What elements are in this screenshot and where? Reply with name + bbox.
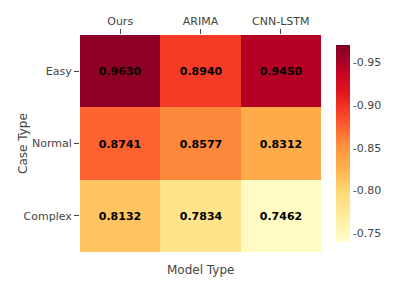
svg-text:0.8132: 0.8132 bbox=[99, 210, 141, 223]
svg-text:-0.95: -0.95 bbox=[353, 56, 381, 69]
svg-text:CNN-LSTM: CNN-LSTM bbox=[252, 15, 309, 28]
svg-text:Complex: Complex bbox=[24, 210, 73, 223]
svg-text:0.7462: 0.7462 bbox=[260, 210, 302, 223]
svg-text:-0.75: -0.75 bbox=[353, 227, 381, 240]
svg-text:-0.90: -0.90 bbox=[353, 99, 381, 112]
svg-text:0.9450: 0.9450 bbox=[260, 65, 303, 78]
svg-text:-0.85: -0.85 bbox=[353, 142, 381, 155]
svg-text:0.8741: 0.8741 bbox=[99, 138, 141, 151]
svg-text:0.9630: 0.9630 bbox=[99, 65, 142, 78]
svg-text:ARIMA: ARIMA bbox=[183, 15, 219, 28]
svg-text:Case Type: Case Type bbox=[16, 113, 30, 174]
svg-text:0.7834: 0.7834 bbox=[180, 210, 223, 223]
svg-text:Normal: Normal bbox=[32, 137, 72, 150]
svg-text:0.8577: 0.8577 bbox=[180, 138, 222, 151]
svg-text:0.8940: 0.8940 bbox=[180, 65, 223, 78]
svg-text:Easy: Easy bbox=[46, 65, 72, 78]
svg-text:Model Type: Model Type bbox=[167, 263, 234, 277]
svg-text:Ours: Ours bbox=[107, 15, 133, 28]
svg-text:0.8312: 0.8312 bbox=[260, 138, 302, 151]
svg-text:-0.80: -0.80 bbox=[353, 184, 381, 197]
